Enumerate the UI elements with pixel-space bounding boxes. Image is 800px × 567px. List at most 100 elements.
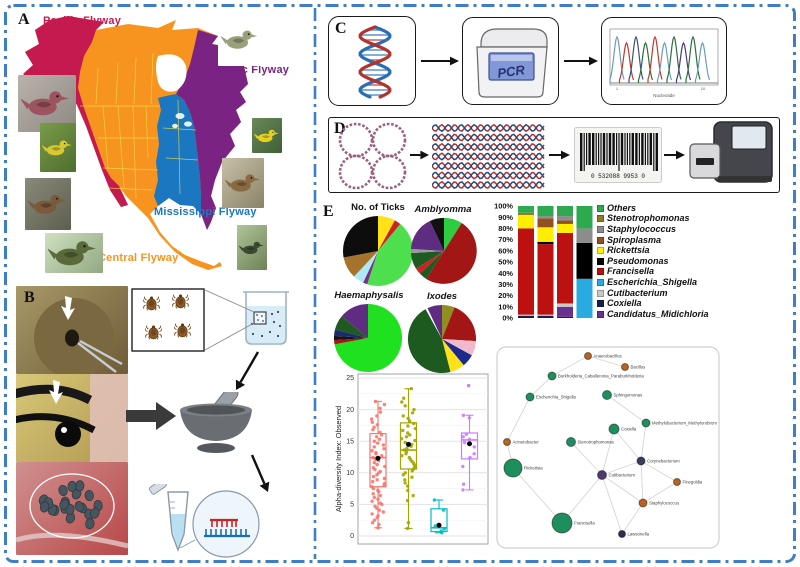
bar-ytick: 50%	[498, 258, 513, 267]
panel-e-label: E	[323, 203, 334, 220]
flow-arrow-head	[450, 56, 459, 66]
bar-segment-Francisella	[518, 228, 534, 315]
box-ytick: 10	[346, 470, 354, 477]
network-node-Finegoldia	[673, 478, 681, 486]
bar-segment-Spiroplasma	[537, 218, 554, 228]
legend-label: Rickettsia	[607, 245, 650, 256]
panel-b-label: B	[24, 289, 35, 306]
data-point	[405, 498, 410, 503]
pcr-machine-icon: PCR	[476, 28, 548, 98]
bar-ytick: 40%	[498, 269, 513, 278]
engorged-ticks	[38, 480, 103, 530]
barcode-bar	[635, 133, 638, 165]
network-node-label: Acinetobacter	[513, 440, 540, 445]
legend-swatch	[597, 247, 604, 255]
block-arrow-shape	[126, 402, 176, 430]
legend-item: Spiroplasma	[597, 235, 795, 246]
bar-ytick: 100%	[494, 202, 513, 211]
legend-label: Staphylococcus	[607, 223, 677, 234]
box-ytick: 20	[346, 407, 354, 414]
bar-segment-Staphylococcus	[576, 228, 593, 243]
data-point	[461, 464, 465, 469]
data-point	[370, 417, 374, 421]
network-node-label: Methylobacterium_Methylorubrum	[652, 421, 717, 426]
data-point	[372, 518, 377, 522]
data-point	[412, 421, 416, 426]
barcode-bar	[606, 133, 608, 165]
data-point	[461, 488, 465, 492]
data-point	[442, 527, 446, 531]
barcode-bar	[618, 133, 620, 171]
legend-item: Rickettsia	[597, 245, 795, 256]
data-point	[376, 488, 380, 493]
pie-title-amblyomma: Amblyomma	[414, 204, 472, 215]
bar-segment-Spiroplasma	[557, 220, 573, 224]
pie-slice	[342, 216, 378, 258]
data-point	[409, 387, 414, 391]
network-node-Coxiella	[608, 423, 620, 435]
network-node-label: Bacillus	[631, 365, 646, 370]
data-point	[401, 414, 405, 418]
flow-arrow-head	[589, 56, 598, 66]
data-point	[382, 447, 386, 451]
data-point	[400, 454, 404, 458]
network-node-Escherichia_Shigella	[525, 392, 535, 402]
legend-swatch	[597, 268, 604, 276]
barcode-bar	[624, 133, 626, 165]
network-node-label: Rickettsia	[524, 466, 543, 471]
pie-no-of-ticks	[342, 216, 414, 287]
head-stripe-2	[16, 413, 96, 434]
data-point	[371, 474, 376, 479]
taxa-legend: Others Stenotrophomonas Staphylococcus Spir…	[597, 203, 795, 320]
data-point	[403, 471, 407, 475]
network-node-Anaerobacillus	[584, 352, 592, 360]
bar-segment-Cutibacterium	[537, 314, 554, 316]
tube-liquid	[170, 514, 186, 548]
barcode-digits: 0 532088 9953 0	[591, 173, 645, 180]
network-node-label: Sphingomonas	[614, 393, 643, 398]
data-point	[406, 424, 410, 428]
legend-item: Others	[597, 203, 795, 214]
bar-segment-Rickettsia	[537, 227, 554, 242]
network-node-label: Escherichia_Shigella	[536, 395, 576, 400]
mortar-inside	[187, 405, 245, 415]
data-point	[378, 410, 383, 414]
data-point	[406, 416, 410, 421]
data-point	[403, 481, 407, 485]
barcode-bar	[612, 133, 615, 165]
sequencer-screen	[731, 125, 767, 150]
bar-segment-Others	[557, 206, 573, 217]
network-node-Burkholderia_Caballeronia_Paraburkholderia	[547, 371, 557, 381]
legend-item: Pseudomonas	[597, 256, 795, 267]
data-point	[380, 454, 384, 458]
pcr-lid	[480, 28, 548, 48]
network-node-Cutibacterium	[597, 470, 607, 480]
plastic-streak	[16, 532, 128, 549]
bar-segment-Coxiella	[518, 315, 534, 318]
legend-item: Coxiella	[597, 298, 795, 309]
barcode-bar	[653, 133, 655, 171]
data-point	[381, 510, 385, 514]
engorged-tick	[67, 480, 77, 493]
data-point	[377, 522, 381, 527]
data-point	[374, 450, 378, 455]
legend-label: Cutibacterium	[607, 287, 668, 298]
network-node-label: Burkholderia_Caballeronia_Paraburkholder…	[558, 374, 644, 379]
barcode-bar	[595, 133, 597, 165]
barcode-bar	[586, 133, 588, 165]
data-point	[372, 439, 376, 443]
legend-swatch	[597, 215, 604, 223]
barcode-bar	[580, 133, 583, 171]
bar-segment-Staphylococcus	[557, 216, 573, 221]
data-point	[382, 481, 387, 486]
legend-swatch	[597, 289, 604, 297]
eye-highlight	[61, 427, 67, 433]
data-point	[370, 512, 374, 516]
stacked-bar-chart: 100% 90% 80% 70% 60% 50% 40% 30% 20% 10% 0%	[494, 202, 593, 323]
bar-segment-Coxiella	[537, 315, 554, 318]
network-node-label: Anaerobacillus	[594, 354, 622, 359]
data-point	[439, 529, 443, 533]
bar-segment-Francisella	[557, 232, 573, 304]
bar-segment-Others	[576, 206, 593, 229]
photo-bird-head-striped-art	[16, 374, 128, 462]
